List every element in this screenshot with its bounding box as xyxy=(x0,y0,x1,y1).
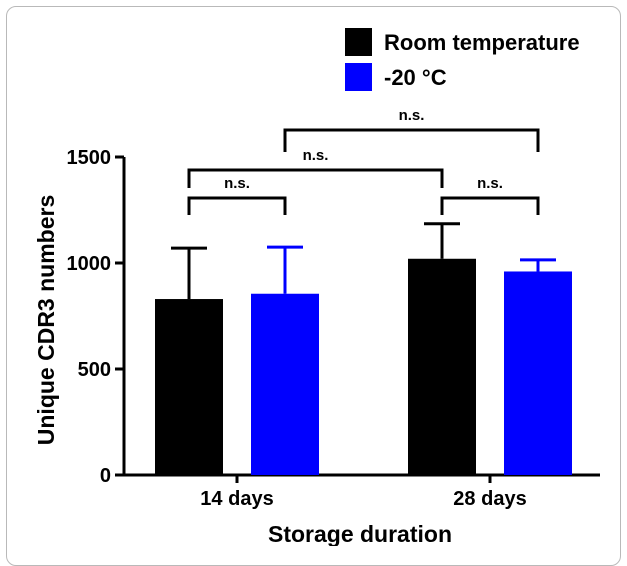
y-tick-label: 1000 xyxy=(67,253,112,275)
significance-bracket xyxy=(283,128,540,152)
legend-label: Room temperature xyxy=(384,30,580,55)
significance-label: n.s. xyxy=(477,175,503,192)
bar-chart: 0 500 1000 1500 14 days 28 days n.s. n.s. n.s. n… xyxy=(33,28,600,546)
y-axis-label: Unique CDR3 numbers xyxy=(33,195,59,445)
significance-bracket xyxy=(440,196,540,215)
significance-bracket xyxy=(187,168,444,188)
legend-label: -20 °C xyxy=(384,65,447,90)
y-tick-label: 0 xyxy=(100,465,111,487)
legend-swatch xyxy=(345,28,372,56)
y-tick-label: 500 xyxy=(78,359,111,381)
bar xyxy=(155,299,223,475)
significance-label: n.s. xyxy=(303,147,329,164)
significance-bracket xyxy=(187,196,287,215)
bar xyxy=(504,271,572,475)
x-tick-label: 14 days xyxy=(200,488,273,510)
x-axis-label: Storage duration xyxy=(268,521,452,546)
significance-label: n.s. xyxy=(224,175,250,192)
legend-swatch xyxy=(345,63,372,91)
bar xyxy=(251,293,319,475)
y-tick-label: 1500 xyxy=(67,147,112,169)
x-tick-label: 28 days xyxy=(453,488,526,510)
bar xyxy=(408,258,476,475)
significance-label: n.s. xyxy=(399,107,425,124)
